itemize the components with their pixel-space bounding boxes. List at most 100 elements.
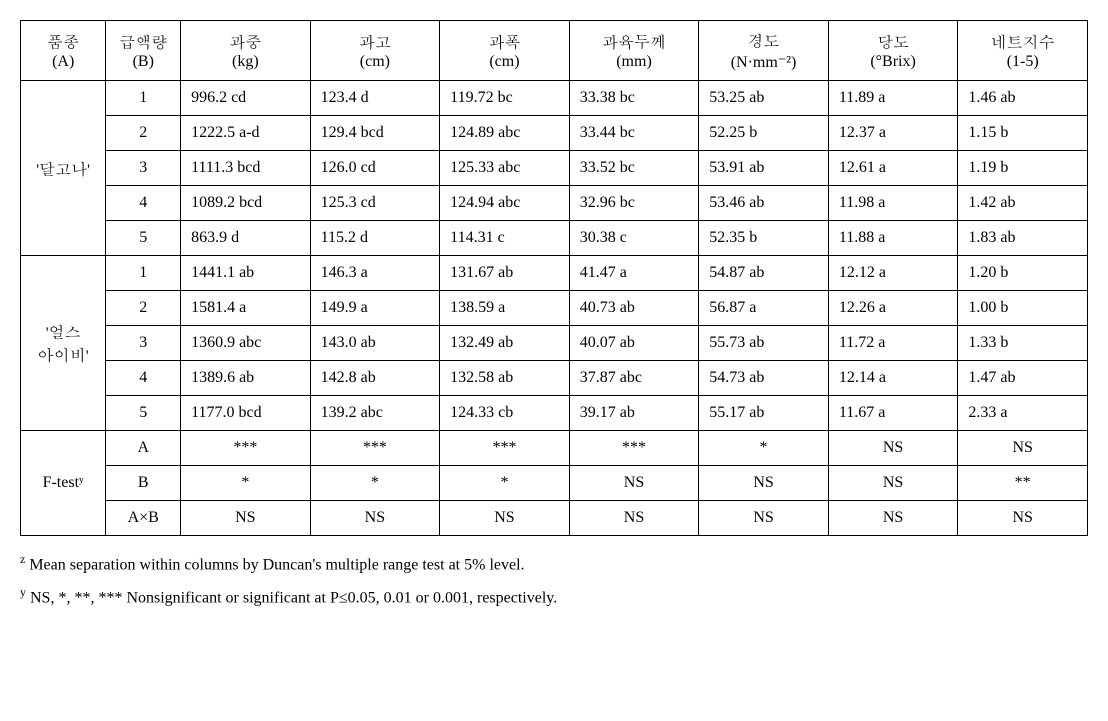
data-cell: 12.14 a	[828, 361, 958, 396]
table-row: 21222.5 a-d129.4 bcd124.89 abc33.44 bc52…	[21, 116, 1088, 151]
data-cell: 12.61 a	[828, 151, 958, 186]
data-cell: 124.94 abc	[440, 186, 570, 221]
data-cell: 2.33 a	[958, 396, 1088, 431]
label-cell: 4	[106, 186, 181, 221]
label-cell: NS	[440, 501, 570, 536]
label-cell: 1	[106, 256, 181, 291]
data-cell: 12.12 a	[828, 256, 958, 291]
label-cell: ***	[181, 431, 311, 466]
table-row: '달고나'1996.2 cd123.4 d119.72 bc33.38 bc53…	[21, 81, 1088, 116]
label-cell: A	[106, 431, 181, 466]
data-cell: 132.49 ab	[440, 326, 570, 361]
col-header: 과폭(cm)	[440, 21, 570, 81]
data-cell: 146.3 a	[310, 256, 440, 291]
label-cell: ***	[440, 431, 570, 466]
label-cell: 2	[106, 116, 181, 151]
data-cell: 124.89 abc	[440, 116, 570, 151]
data-cell: 1360.9 abc	[181, 326, 311, 361]
data-cell: 1441.1 ab	[181, 256, 311, 291]
data-cell: 54.73 ab	[699, 361, 829, 396]
label-cell: NS	[958, 431, 1088, 466]
data-cell: 11.98 a	[828, 186, 958, 221]
table-body: '달고나'1996.2 cd123.4 d119.72 bc33.38 bc53…	[21, 81, 1088, 536]
col-header: 당도(°Brix)	[828, 21, 958, 81]
data-cell: 132.58 ab	[440, 361, 570, 396]
data-cell: 863.9 d	[181, 221, 311, 256]
table-row: 21581.4 a149.9 a138.59 a40.73 ab56.87 a1…	[21, 291, 1088, 326]
table-row: 31360.9 abc143.0 ab132.49 ab40.07 ab55.7…	[21, 326, 1088, 361]
label-cell: NS	[699, 501, 829, 536]
label-cell: NS	[181, 501, 311, 536]
data-cell: 138.59 a	[440, 291, 570, 326]
data-cell: 12.37 a	[828, 116, 958, 151]
label-cell: ***	[569, 431, 699, 466]
data-cell: 139.2 abc	[310, 396, 440, 431]
data-cell: 129.4 bcd	[310, 116, 440, 151]
col-header: 경도(N·mm⁻²)	[699, 21, 829, 81]
data-cell: 1111.3 bcd	[181, 151, 311, 186]
label-cell: NS	[569, 501, 699, 536]
data-cell: 126.0 cd	[310, 151, 440, 186]
data-cell: 142.8 ab	[310, 361, 440, 396]
group-name: '얼스아이비'	[21, 256, 106, 431]
data-cell: 1.15 b	[958, 116, 1088, 151]
data-cell: 119.72 bc	[440, 81, 570, 116]
label-cell: 5	[106, 221, 181, 256]
footnote-y: y NS, *, **, *** Nonsignificant or signi…	[20, 581, 1088, 614]
data-cell: 11.89 a	[828, 81, 958, 116]
data-cell: 53.91 ab	[699, 151, 829, 186]
data-cell: 123.4 d	[310, 81, 440, 116]
data-cell: 1222.5 a-d	[181, 116, 311, 151]
data-cell: 41.47 a	[569, 256, 699, 291]
label-cell: *	[440, 466, 570, 501]
data-cell: 11.88 a	[828, 221, 958, 256]
data-cell: 11.72 a	[828, 326, 958, 361]
data-cell: 53.46 ab	[699, 186, 829, 221]
table-row: 5863.9 d115.2 d114.31 c30.38 c52.35 b11.…	[21, 221, 1088, 256]
table-row: 51177.0 bcd139.2 abc124.33 cb39.17 ab55.…	[21, 396, 1088, 431]
table-row: 31111.3 bcd126.0 cd125.33 abc33.52 bc53.…	[21, 151, 1088, 186]
data-cell: 1.20 b	[958, 256, 1088, 291]
footnote-z: z Mean separation within columns by Dunc…	[20, 548, 1088, 581]
label-cell: *	[699, 431, 829, 466]
data-cell: 1.83 ab	[958, 221, 1088, 256]
data-cell: 1.47 ab	[958, 361, 1088, 396]
data-cell: 33.38 bc	[569, 81, 699, 116]
results-table: 품종(A)급액량(B)과중(kg)과고(cm)과폭(cm)과육두께(mm)경도(…	[20, 20, 1088, 536]
label-cell: *	[310, 466, 440, 501]
data-cell: 1581.4 a	[181, 291, 311, 326]
data-cell: 52.35 b	[699, 221, 829, 256]
data-cell: 1.46 ab	[958, 81, 1088, 116]
label-cell: 3	[106, 151, 181, 186]
data-cell: 54.87 ab	[699, 256, 829, 291]
label-cell: NS	[828, 431, 958, 466]
col-header: 과고(cm)	[310, 21, 440, 81]
col-header: 네트지수(1-5)	[958, 21, 1088, 81]
data-cell: 1389.6 ab	[181, 361, 311, 396]
label-cell: 5	[106, 396, 181, 431]
table-row: 41389.6 ab142.8 ab132.58 ab37.87 abc54.7…	[21, 361, 1088, 396]
label-cell: 2	[106, 291, 181, 326]
col-header: 과중(kg)	[181, 21, 311, 81]
col-header: 급액량(B)	[106, 21, 181, 81]
data-cell: 55.73 ab	[699, 326, 829, 361]
data-cell: 39.17 ab	[569, 396, 699, 431]
label-cell: NS	[828, 466, 958, 501]
data-cell: 1.33 b	[958, 326, 1088, 361]
ftest-row: A×BNSNSNSNSNSNSNS	[21, 501, 1088, 536]
col-header: 과육두께(mm)	[569, 21, 699, 81]
label-cell: 1	[106, 81, 181, 116]
data-cell: 131.67 ab	[440, 256, 570, 291]
data-cell: 1.19 b	[958, 151, 1088, 186]
label-cell: **	[958, 466, 1088, 501]
col-header: 품종(A)	[21, 21, 106, 81]
label-cell: 3	[106, 326, 181, 361]
data-cell: 11.67 a	[828, 396, 958, 431]
label-cell: NS	[958, 501, 1088, 536]
data-cell: 33.44 bc	[569, 116, 699, 151]
data-cell: 56.87 a	[699, 291, 829, 326]
label-cell: NS	[310, 501, 440, 536]
data-cell: 124.33 cb	[440, 396, 570, 431]
data-cell: 1.42 ab	[958, 186, 1088, 221]
data-cell: 125.33 abc	[440, 151, 570, 186]
